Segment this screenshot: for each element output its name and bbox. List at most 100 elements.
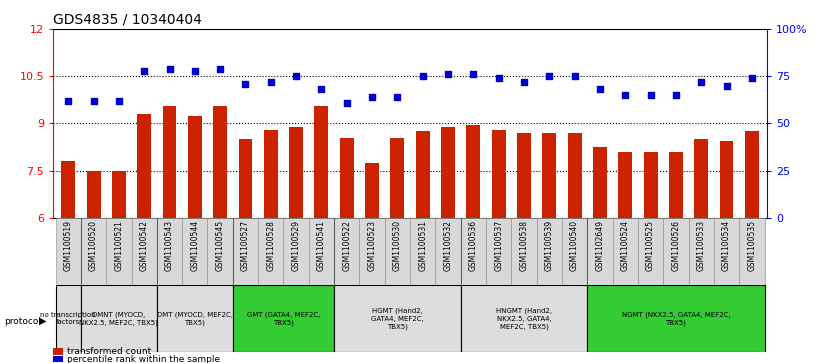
Bar [745,131,759,218]
Point [543,73,556,79]
Bar [233,285,334,352]
Bar [106,218,131,285]
Bar [669,152,683,218]
Point [366,94,379,100]
Point [138,68,151,73]
Text: HGMT (Hand2,
GATA4, MEF2C,
TBX5): HGMT (Hand2, GATA4, MEF2C, TBX5) [371,307,424,330]
Point [239,81,252,87]
Text: GSM1100538: GSM1100538 [520,220,529,271]
Bar [517,133,531,218]
Bar [486,218,512,285]
Text: GSM1100544: GSM1100544 [190,220,199,271]
Text: GSM1100542: GSM1100542 [140,220,149,271]
Text: GSM1100520: GSM1100520 [89,220,98,271]
Text: GSM1100524: GSM1100524 [621,220,630,271]
Text: GSM1100523: GSM1100523 [367,220,376,271]
Bar [86,171,100,218]
Bar [613,218,638,285]
Point [87,98,100,104]
Bar [410,218,436,285]
Bar [739,218,765,285]
Bar [568,133,582,218]
Bar [365,163,379,218]
Point [593,86,606,92]
Bar [112,171,126,218]
Point [264,79,277,85]
Bar [233,218,258,285]
Text: GDS4835 / 10340404: GDS4835 / 10340404 [53,12,202,26]
Bar [689,218,714,285]
Bar [512,218,537,285]
Point [669,92,682,98]
Point [391,94,404,100]
Bar [638,218,663,285]
Text: GMT (GATA4, MEF2C,
TBX5): GMT (GATA4, MEF2C, TBX5) [246,311,320,326]
Point [416,73,429,79]
Text: GSM1100531: GSM1100531 [418,220,428,271]
Bar [131,218,157,285]
Text: transformed count: transformed count [67,347,151,356]
Bar [543,133,557,218]
Point [340,100,353,106]
Bar [537,218,562,285]
Bar [694,139,708,218]
Text: GSM1100526: GSM1100526 [672,220,681,271]
Point [568,73,581,79]
Bar [157,285,233,352]
Point [517,79,530,85]
Bar [238,139,252,218]
Text: DMNT (MYOCD,
NKX2.5, MEF2C, TBX5): DMNT (MYOCD, NKX2.5, MEF2C, TBX5) [79,311,158,326]
Bar [157,218,182,285]
Bar [714,218,739,285]
Bar [314,106,328,218]
Bar [359,218,384,285]
Text: GSM1100535: GSM1100535 [747,220,756,271]
Bar [467,125,481,218]
Text: GSM1100527: GSM1100527 [241,220,250,271]
Point [113,98,126,104]
Bar [81,285,157,352]
Text: GSM1100522: GSM1100522 [342,220,351,271]
Bar [441,127,455,218]
Bar [283,218,308,285]
Bar [492,130,506,218]
Bar [339,138,353,218]
Bar [461,285,588,352]
Text: GSM1100519: GSM1100519 [64,220,73,271]
Text: HNGMT (Hand2,
NKX2.5, GATA4,
MEF2C, TBX5): HNGMT (Hand2, NKX2.5, GATA4, MEF2C, TBX5… [496,307,552,330]
Point [619,92,632,98]
Bar [308,218,334,285]
Text: GSM1100532: GSM1100532 [444,220,453,271]
Bar [188,115,202,218]
Bar [562,218,588,285]
Point [315,86,328,92]
Bar [415,131,430,218]
Text: GSM1100529: GSM1100529 [291,220,300,271]
Bar [384,218,410,285]
Text: no transcription
factors: no transcription factors [41,312,96,325]
Text: GSM1100543: GSM1100543 [165,220,174,271]
Text: NGMT (NKX2.5, GATA4, MEF2C,
TBX5): NGMT (NKX2.5, GATA4, MEF2C, TBX5) [622,311,730,326]
Text: GSM1100539: GSM1100539 [545,220,554,271]
Text: DMT (MYOCD, MEF2C,
TBX5): DMT (MYOCD, MEF2C, TBX5) [157,311,233,326]
Bar [720,141,734,218]
Bar [55,285,81,352]
Bar [390,138,405,218]
Text: GSM1100545: GSM1100545 [215,220,224,271]
Point [492,75,505,81]
Bar [588,218,613,285]
Bar [207,218,233,285]
Point [214,66,227,72]
Bar [619,152,632,218]
Point [290,73,303,79]
Bar [334,285,461,352]
Bar [55,218,81,285]
Point [720,83,733,89]
Bar [264,130,277,218]
Text: GSM1100530: GSM1100530 [392,220,402,271]
Point [441,72,455,77]
Text: GSM1100536: GSM1100536 [469,220,478,271]
Bar [461,218,486,285]
Bar [663,218,689,285]
Bar [137,114,151,218]
